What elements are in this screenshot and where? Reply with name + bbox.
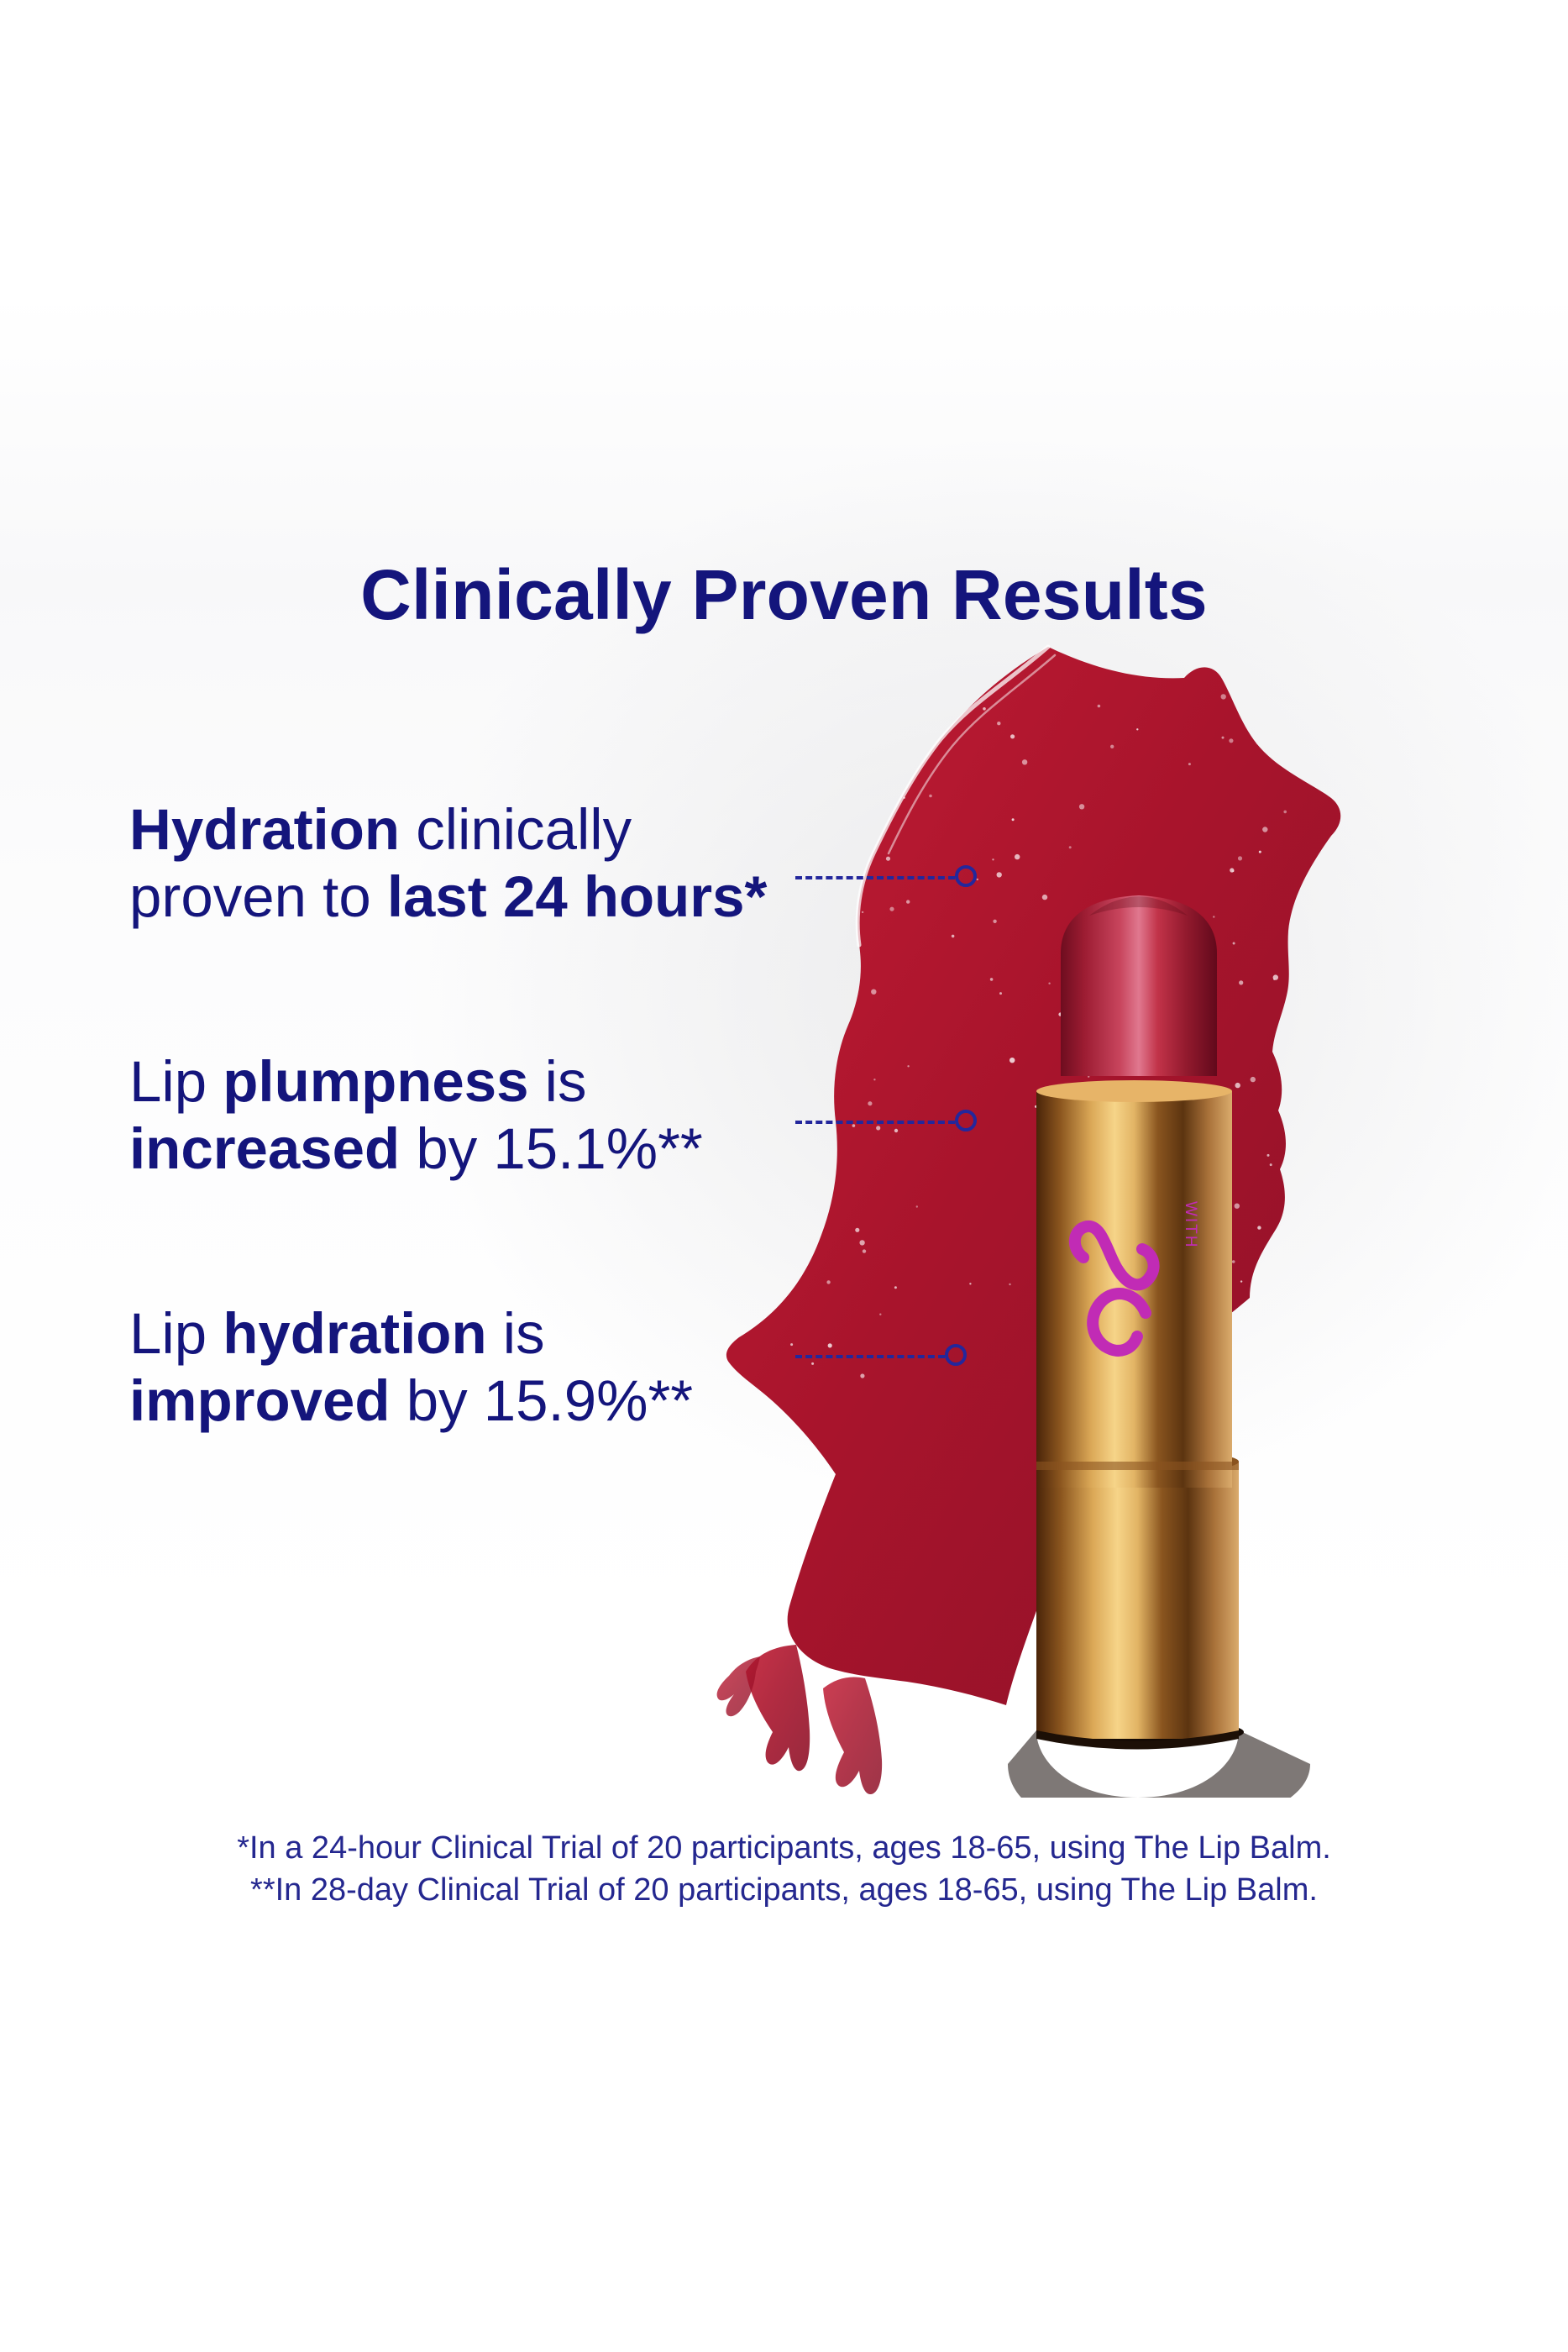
- svg-text:WITH: WITH: [1182, 1201, 1199, 1249]
